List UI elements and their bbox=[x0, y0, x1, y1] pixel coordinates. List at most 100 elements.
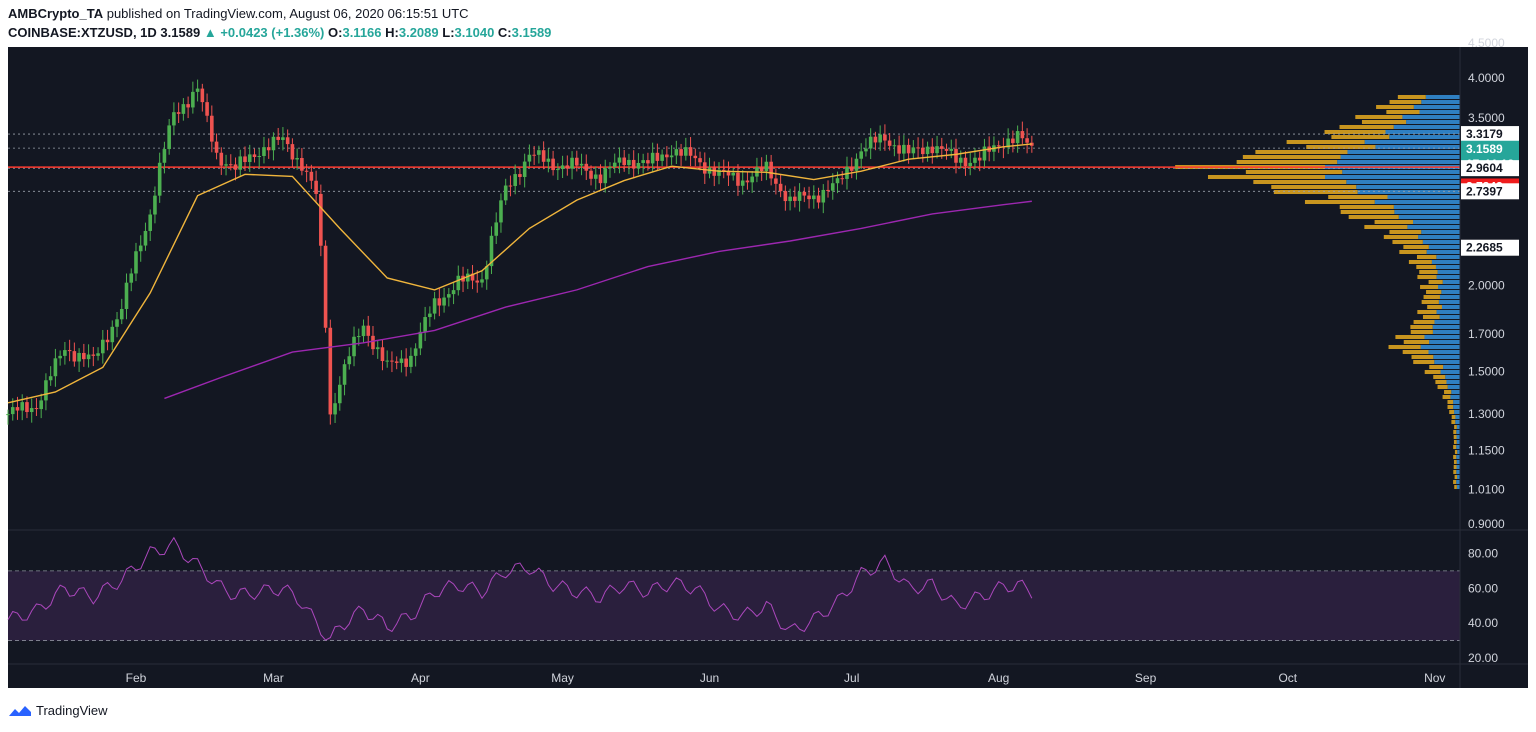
volume-profile-bar bbox=[1429, 340, 1460, 344]
candle-body bbox=[366, 325, 371, 336]
volume-profile-bar bbox=[1236, 160, 1338, 164]
volume-profile-bar bbox=[1445, 375, 1460, 379]
volume-profile-bar bbox=[1374, 200, 1460, 204]
candle-body bbox=[627, 159, 631, 166]
volume-profile-bar bbox=[1417, 275, 1437, 279]
low-value: 3.1040 bbox=[454, 25, 495, 40]
candle-body bbox=[309, 171, 314, 181]
candle-body bbox=[930, 146, 935, 154]
volume-profile-bar bbox=[1342, 170, 1460, 174]
volume-profile-bar bbox=[1454, 485, 1457, 489]
candle-body bbox=[44, 380, 48, 401]
close-label: C: bbox=[497, 25, 512, 40]
candle-body bbox=[252, 154, 257, 158]
candles bbox=[6, 79, 1034, 425]
publisher-name[interactable]: AMBCrypto_TA bbox=[8, 6, 104, 21]
candle-body bbox=[878, 134, 882, 143]
close-value: 3.1589 bbox=[511, 25, 552, 40]
candle-body bbox=[774, 178, 778, 184]
volume-profile-bar bbox=[1356, 185, 1460, 189]
candle-body bbox=[835, 178, 840, 184]
volume-profile-bar bbox=[1407, 225, 1460, 229]
candle-body bbox=[698, 158, 702, 163]
x-tick-label: Oct bbox=[1278, 671, 1297, 685]
volume-profile-bar bbox=[1457, 475, 1460, 479]
candle-body bbox=[769, 161, 773, 179]
candle-body bbox=[830, 183, 835, 191]
volume-profile-bar bbox=[1413, 360, 1435, 364]
high-value: 3.2089 bbox=[398, 25, 439, 40]
candle-body bbox=[10, 407, 15, 415]
volume-profile-bar bbox=[1394, 210, 1460, 214]
candle-body bbox=[281, 137, 285, 140]
candle-body bbox=[77, 352, 81, 362]
price-chart[interactable]: 4.5000 4.0000 3.5000 2.0000 1.7000 1.5000 1.30… bbox=[0, 0, 1536, 700]
volume-profile-bar bbox=[1245, 170, 1343, 174]
candle-body bbox=[67, 350, 72, 352]
volume-profile-bar bbox=[1395, 335, 1425, 339]
candle-body bbox=[702, 162, 707, 174]
candle-body bbox=[556, 169, 560, 171]
candle-body bbox=[660, 154, 664, 161]
up-arrow-icon: ▲ bbox=[203, 25, 217, 40]
volume-profile-bar bbox=[1428, 350, 1460, 354]
moving-averages bbox=[7, 143, 1032, 404]
candle-body bbox=[233, 164, 238, 170]
rsi-tick-label: 80.00 bbox=[1468, 546, 1498, 560]
candle-body bbox=[371, 335, 375, 350]
volume-profile-bar bbox=[1436, 275, 1460, 279]
candle-body bbox=[902, 144, 906, 154]
y-tick-label: 1.3000 bbox=[1468, 407, 1505, 421]
volume-profile-bar bbox=[1450, 395, 1460, 399]
candle-body bbox=[1020, 131, 1025, 139]
candle-body bbox=[641, 160, 645, 163]
candle-body bbox=[243, 156, 247, 163]
candle-body bbox=[958, 157, 963, 163]
candle-body bbox=[906, 144, 911, 154]
candle-body bbox=[489, 235, 494, 267]
volume-profile-bar bbox=[1439, 295, 1460, 299]
price-label: 3.3179 bbox=[1466, 127, 1503, 141]
volume-profile-bar bbox=[1420, 285, 1439, 289]
volume-profile-bar bbox=[1447, 405, 1454, 409]
candle-body bbox=[897, 145, 901, 154]
candle-body bbox=[579, 163, 584, 166]
volume-profile-bar bbox=[1347, 150, 1460, 154]
candle-body bbox=[25, 402, 29, 413]
candle-body bbox=[247, 154, 252, 163]
candle-body bbox=[428, 313, 432, 318]
candle-body bbox=[911, 147, 916, 154]
candle-body bbox=[356, 336, 361, 338]
volume-profile-bar bbox=[1411, 355, 1434, 359]
candle-body bbox=[323, 245, 328, 328]
candle-body bbox=[513, 174, 517, 186]
volume-profile-bar bbox=[1410, 325, 1433, 329]
published-text: published on TradingView.com, August 06,… bbox=[106, 6, 469, 21]
candle-body bbox=[432, 298, 437, 314]
candle-body bbox=[883, 134, 887, 141]
volume-profile-bar bbox=[1432, 330, 1460, 334]
volume-profile-bar bbox=[1443, 365, 1460, 369]
volume-profile-bar bbox=[1456, 455, 1460, 459]
candle-body bbox=[58, 355, 62, 359]
tradingview-brand[interactable]: TradingView bbox=[36, 703, 108, 718]
volume-profile-bar bbox=[1438, 300, 1460, 304]
candle-body bbox=[48, 376, 53, 381]
volume-profile-bar bbox=[1456, 485, 1460, 489]
candle-body bbox=[238, 156, 243, 170]
volume-profile-bar bbox=[1435, 380, 1447, 384]
last-price: 3.1589 bbox=[160, 25, 201, 40]
candle-body bbox=[617, 157, 622, 163]
candle-body bbox=[736, 172, 740, 186]
candle-body bbox=[802, 191, 807, 196]
x-tick-label: Aug bbox=[988, 671, 1009, 685]
candle-body bbox=[589, 170, 593, 179]
candle-body bbox=[593, 174, 598, 179]
price-label: 2.9604 bbox=[1466, 161, 1503, 175]
candle-body bbox=[210, 115, 214, 142]
volume-profile-bar bbox=[1417, 310, 1437, 314]
volume-profile-bar bbox=[1375, 145, 1460, 149]
volume-profile-bar bbox=[1385, 130, 1460, 134]
candle-body bbox=[892, 145, 897, 147]
volume-profile-bar bbox=[1357, 190, 1460, 194]
